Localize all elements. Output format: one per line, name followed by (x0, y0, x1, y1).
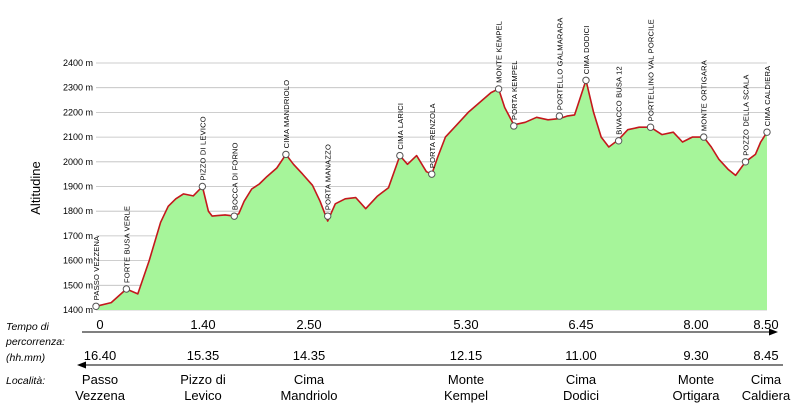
waypoint-label: CIMA LARICI (396, 103, 405, 150)
waypoint-marker (230, 212, 238, 220)
waypoint-label: CIMA CALDIERA (763, 66, 772, 127)
y-tick-label: 2300 m (63, 83, 93, 93)
time-forward: 1.40 (190, 317, 215, 332)
elevation-line (95, 79, 768, 308)
y-tick-label: 2400 m (63, 58, 93, 68)
waypoint-markers: PASSO VEZZENA FORTE BUSA VERLE PIZZO DI LE… (92, 17, 772, 310)
waypoint-marker (741, 158, 750, 166)
waypoint-label: FORTE BUSA VERLE (122, 206, 131, 283)
waypoint-marker (92, 302, 100, 310)
waypoint-marker (763, 128, 771, 136)
waypoint-label: MONTE KEMPEL (495, 21, 504, 83)
waypoint-marker (494, 85, 503, 93)
locality-name: Passo (82, 372, 118, 387)
locality-name: Kempel (444, 388, 488, 403)
waypoint-label: CIMA DODICI (582, 25, 591, 74)
time-forward: 2.50 (296, 317, 321, 332)
time-forward: 0 (96, 317, 103, 332)
time-forward: 8.50 (753, 317, 778, 332)
y-tick-label: 1800 m (63, 206, 93, 216)
waypoint-marker (198, 182, 207, 191)
time-return: 16.40 (84, 348, 117, 363)
time-label-line3: (hh.mm) (6, 352, 45, 364)
waypoint-label: PORTELLO GALMARARA (555, 17, 564, 110)
locality-name: Cima (751, 372, 782, 387)
waypoint-marker (510, 122, 518, 130)
waypoint-label: BIVACCO BUSA 12 (615, 66, 624, 135)
waypoint-marker (396, 151, 404, 160)
locality-name: Cima (566, 372, 597, 387)
y-tick-label: 1400 m (63, 305, 93, 315)
direction-arrows (77, 328, 783, 369)
waypoint-label: BOCCA DI FORNO (230, 142, 239, 210)
locality-name: Dodici (563, 388, 599, 403)
time-return: 9.30 (683, 348, 708, 363)
waypoint-marker (323, 212, 332, 220)
locality-label: Località: (6, 375, 45, 387)
time-forward: 6.45 (568, 317, 593, 332)
forward-arrowhead (769, 328, 778, 336)
locality-name: Caldiera (742, 388, 791, 403)
waypoint-marker (614, 137, 623, 145)
locality-name: Cima (294, 372, 325, 387)
locality-name: Vezzena (75, 388, 126, 403)
waypoint-marker (428, 170, 436, 178)
locality-name: Monte (448, 372, 484, 387)
y-tick-label: 1500 m (63, 280, 93, 290)
waypoint-marker (582, 76, 590, 84)
elevation-area (96, 80, 767, 310)
locality-name: Monte (678, 372, 714, 387)
waypoint-label: PIZZO DI LEVICO (198, 116, 207, 180)
time-return: 12.15 (450, 348, 483, 363)
locality-name: Pizzo di (180, 372, 226, 387)
time-label-line1: Tempo di (6, 321, 49, 333)
waypoint-marker (555, 112, 564, 120)
time-labels: 0 1.40 2.50 5.30 6.45 8.00 8.50 16.40 15.35 14.35… (84, 317, 779, 363)
y-axis-label: Altitudine (28, 161, 43, 214)
waypoint-marker (700, 133, 708, 141)
time-return: 14.35 (293, 348, 326, 363)
y-axis-ticks: 1400 m 1500 m 1600 m 1700 m 1800 m 1900 m 2000… (63, 58, 93, 315)
waypoint-label: PORTA RENZOLA (428, 103, 437, 168)
y-tick-label: 1900 m (63, 182, 93, 192)
waypoint-label: PORTA MANAZZO (324, 144, 333, 210)
waypoint-label: PORTA KEMPEL (510, 60, 519, 120)
locality-name: Levico (184, 388, 222, 403)
locality-name: Ortigara (673, 388, 721, 403)
time-forward: 8.00 (683, 317, 708, 332)
waypoint-label: POZZO DELLA SCALA (742, 74, 751, 155)
time-forward: 5.30 (453, 317, 478, 332)
waypoint-marker (122, 285, 131, 293)
y-tick-label: 2100 m (63, 132, 93, 142)
waypoint-label: PORTELLINO VAL PORCILE (647, 19, 656, 121)
time-return: 15.35 (187, 348, 220, 363)
locality-name: Mandriolo (280, 388, 337, 403)
y-tick-label: 1700 m (63, 231, 93, 241)
time-label-line2: percorrenza: (5, 336, 65, 348)
waypoint-label: CIMA MANDRIOLO (282, 80, 291, 149)
waypoint-marker (282, 150, 290, 159)
time-return: 8.45 (753, 348, 778, 363)
waypoint-marker (646, 123, 655, 131)
waypoint-label: MONTE ORTIGARA (700, 60, 709, 131)
y-tick-label: 2200 m (63, 107, 93, 117)
y-tick-label: 2000 m (63, 157, 93, 167)
waypoint-label: PASSO VEZZENA (92, 236, 101, 301)
return-arrowhead (77, 361, 86, 369)
time-return: 11.00 (565, 348, 597, 363)
y-tick-label: 1600 m (63, 256, 93, 266)
